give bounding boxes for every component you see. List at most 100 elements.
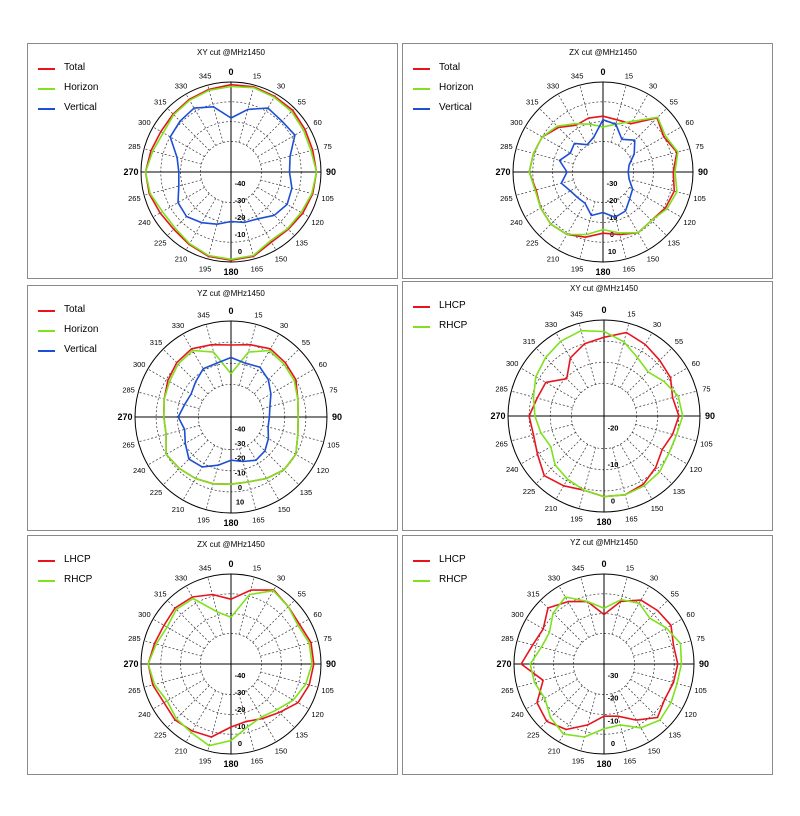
grid-spoke xyxy=(207,84,224,143)
angle-tick-label: 90 xyxy=(332,412,342,422)
angle-tick-label: 315 xyxy=(523,337,536,346)
grid-spoke xyxy=(626,438,673,485)
legend-label: Horizon xyxy=(64,82,99,93)
grid-spoke xyxy=(540,685,583,728)
grid-spoke xyxy=(252,108,295,151)
grid-spoke xyxy=(630,618,683,650)
grid-spoke xyxy=(205,448,223,510)
angle-tick-label: 90 xyxy=(699,659,709,669)
angle-tick-label: 135 xyxy=(295,731,308,740)
angle-tick-label: 120 xyxy=(683,218,696,227)
chart-panel-zx-cut-total: ZX cut @MHz1450 0 15 30 55 60 75 90 105 120 135 150… xyxy=(402,43,773,279)
grid-spoke xyxy=(147,368,203,401)
angle-tick-label: 75 xyxy=(695,142,703,151)
grid-spoke xyxy=(152,618,205,650)
radial-tick-label: -40 xyxy=(235,671,246,680)
grid-spoke xyxy=(257,126,310,158)
chart-title: XY cut @MHz1450 xyxy=(197,48,266,57)
chart-panel-xy-cut-cp: XY cut @MHz1450 0 15 30 55 60 75 90 105 120 135 150… xyxy=(402,281,773,531)
series-line-vertical xyxy=(177,356,272,468)
grid-spoke xyxy=(167,600,210,643)
grid-spoke xyxy=(535,347,582,394)
angle-tick-label: 270 xyxy=(123,659,138,669)
grid-spoke xyxy=(525,618,578,650)
radial-tick-label: -30 xyxy=(607,179,618,188)
grid-spoke xyxy=(630,678,683,710)
legend-label: Vertical xyxy=(439,102,472,113)
radial-tick-label: 0 xyxy=(611,496,615,505)
angle-tick-label: 135 xyxy=(668,731,681,740)
grid-spoke xyxy=(260,179,319,196)
angle-tick-label: 105 xyxy=(321,194,334,203)
grid-spoke xyxy=(185,93,217,146)
angle-tick-label: 55 xyxy=(298,97,306,106)
angle-tick-label: 30 xyxy=(280,321,288,330)
grid-spoke xyxy=(629,126,682,158)
grid-spoke xyxy=(167,193,210,236)
angle-tick-label: 300 xyxy=(133,360,146,369)
legend-label: Vertical xyxy=(64,102,97,113)
grid-spoke xyxy=(633,640,692,657)
grid-spoke xyxy=(207,693,224,752)
grid-spoke xyxy=(515,179,574,196)
angle-tick-label: 0 xyxy=(601,305,606,315)
grid-spoke xyxy=(247,445,280,501)
grid-spoke xyxy=(238,84,255,143)
angle-tick-label: 210 xyxy=(175,747,188,756)
angle-tick-label: 60 xyxy=(686,610,694,619)
legend-swatch xyxy=(413,68,430,70)
grid-spoke xyxy=(143,671,202,688)
angle-tick-label: 180 xyxy=(595,267,610,277)
grid-spoke xyxy=(624,108,667,151)
angle-tick-label: 15 xyxy=(627,310,635,319)
chart-panel-xy-cut-total: XY cut @MHz1450 0 15 30 55 60 75 90 105 120 135 150… xyxy=(27,43,398,279)
angle-tick-label: 15 xyxy=(253,563,261,572)
grid-spoke xyxy=(147,433,203,466)
legend-label: LHCP xyxy=(439,554,466,565)
grid-spoke xyxy=(152,126,205,158)
radial-tick-label: -10 xyxy=(235,468,246,477)
angle-tick-label: 345 xyxy=(199,563,212,572)
grid-spoke xyxy=(182,445,215,501)
radial-tick-label: -20 xyxy=(235,213,246,222)
angle-tick-label: 120 xyxy=(317,466,330,475)
grid-spoke xyxy=(257,618,310,650)
grid-spoke xyxy=(632,367,688,400)
angle-tick-label: 345 xyxy=(572,563,585,572)
grid-spoke xyxy=(238,201,255,260)
angle-tick-label: 15 xyxy=(254,311,262,320)
legend-swatch xyxy=(38,580,55,582)
grid-spoke xyxy=(262,425,324,443)
grid-spoke xyxy=(260,148,319,165)
legend-label: Horizon xyxy=(439,82,474,93)
radial-tick-label: -10 xyxy=(235,722,246,731)
legend-label: RHCP xyxy=(64,574,93,585)
angle-tick-label: 15 xyxy=(253,71,261,80)
grid-spoke xyxy=(540,600,583,643)
legend-label: Horizon xyxy=(64,324,99,335)
angle-tick-label: 105 xyxy=(694,686,707,695)
grid-spoke xyxy=(238,576,255,635)
grid-spoke xyxy=(257,678,310,710)
grid-spoke xyxy=(239,324,257,386)
grid-spoke xyxy=(138,391,200,409)
grid-spoke xyxy=(205,324,223,386)
angle-tick-label: 120 xyxy=(690,465,703,474)
legend-label: RHCP xyxy=(439,320,468,331)
series-line-lhcp xyxy=(147,589,315,738)
grid-spoke xyxy=(611,693,628,752)
grid-spoke xyxy=(515,148,574,165)
chart-title: YZ cut @MHz1450 xyxy=(570,538,638,547)
legend-label: LHCP xyxy=(439,300,466,311)
grid-spoke xyxy=(524,126,577,158)
chart-title: ZX cut @MHz1450 xyxy=(569,48,637,57)
angle-tick-label: 75 xyxy=(323,142,331,151)
angle-tick-label: 210 xyxy=(172,505,185,514)
series-line-vertical xyxy=(558,119,636,218)
grid-spoke xyxy=(629,186,682,218)
angle-tick-label: 285 xyxy=(128,142,141,151)
angle-tick-label: 150 xyxy=(647,255,660,264)
angle-tick-label: 135 xyxy=(300,488,313,497)
angle-tick-label: 315 xyxy=(150,338,163,347)
angle-tick-label: 180 xyxy=(596,759,611,769)
